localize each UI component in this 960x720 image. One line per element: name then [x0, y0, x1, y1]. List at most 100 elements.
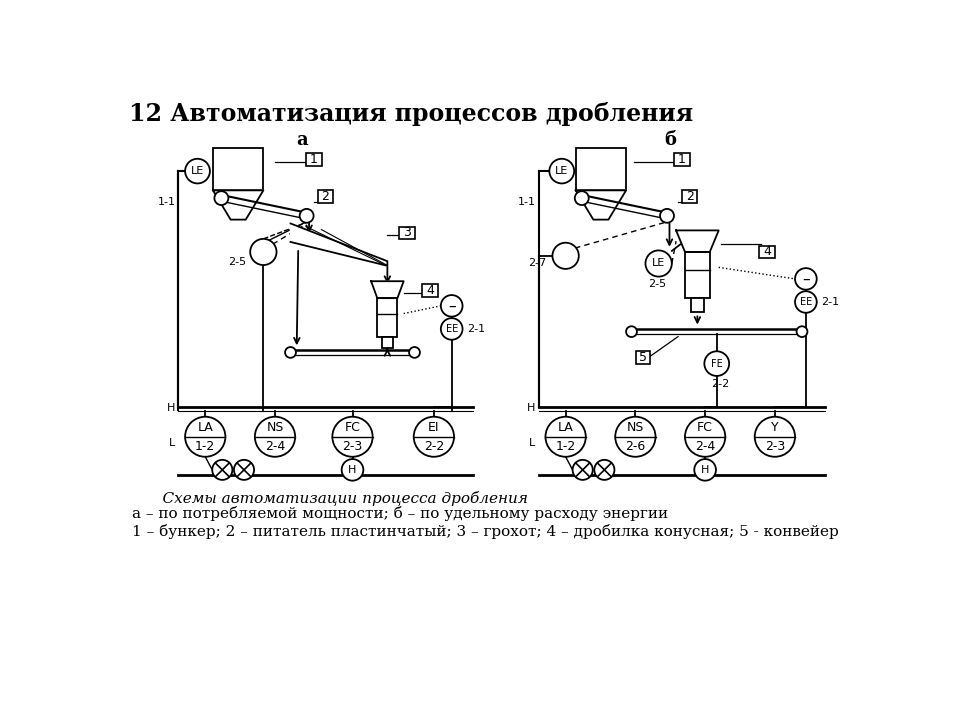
Text: 12 Автоматизация процессов дробления: 12 Автоматизация процессов дробления — [130, 102, 693, 126]
Circle shape — [545, 417, 586, 456]
Polygon shape — [676, 230, 719, 252]
Text: 1 – бункер; 2 – питатель пластинчатый; 3 – грохот; 4 – дробилка конусная; 5 - ко: 1 – бункер; 2 – питатель пластинчатый; 3… — [132, 523, 838, 539]
Text: L: L — [169, 438, 175, 448]
Text: б: б — [664, 131, 676, 149]
Bar — [691, 298, 704, 312]
Text: Н: Н — [348, 465, 357, 475]
Text: L: L — [529, 438, 536, 448]
Circle shape — [594, 460, 614, 480]
Text: EI: EI — [428, 420, 440, 433]
Text: 2-3: 2-3 — [765, 440, 785, 453]
Circle shape — [795, 291, 817, 312]
Text: 2-5: 2-5 — [648, 279, 666, 289]
Polygon shape — [213, 190, 263, 220]
Circle shape — [685, 417, 725, 456]
Polygon shape — [576, 190, 626, 220]
Bar — [422, 284, 438, 297]
Text: EE: EE — [445, 324, 458, 334]
Text: –: – — [448, 298, 455, 313]
Circle shape — [409, 347, 420, 358]
Circle shape — [212, 460, 232, 480]
Text: 2-5: 2-5 — [228, 257, 247, 267]
Text: LE: LE — [555, 166, 568, 176]
Text: 2-6: 2-6 — [625, 440, 645, 453]
Text: 1-1: 1-1 — [517, 197, 536, 207]
Bar — [674, 153, 689, 166]
Circle shape — [300, 209, 314, 222]
Text: 1: 1 — [678, 153, 685, 166]
Text: а: а — [297, 131, 308, 149]
Text: 3: 3 — [403, 226, 411, 239]
Bar — [399, 227, 415, 239]
Bar — [636, 351, 650, 364]
Circle shape — [660, 209, 674, 222]
Circle shape — [414, 417, 454, 456]
Bar — [682, 190, 697, 202]
Text: –: – — [802, 271, 809, 287]
Text: 2: 2 — [322, 190, 329, 203]
Circle shape — [285, 347, 296, 358]
Text: 1-1: 1-1 — [157, 197, 176, 207]
Text: 4: 4 — [426, 284, 434, 297]
Text: 2: 2 — [685, 190, 693, 203]
Text: 2-1: 2-1 — [822, 297, 839, 307]
Text: NS: NS — [627, 420, 644, 433]
Text: LA: LA — [558, 420, 573, 433]
Text: 2-4: 2-4 — [695, 440, 715, 453]
Text: FC: FC — [697, 420, 713, 433]
Circle shape — [755, 417, 795, 456]
Circle shape — [185, 159, 210, 184]
Text: Н: Н — [701, 465, 709, 475]
Text: 2-7: 2-7 — [528, 258, 546, 269]
Circle shape — [795, 268, 817, 289]
Circle shape — [332, 417, 372, 456]
Text: 4: 4 — [763, 246, 771, 258]
Text: FE: FE — [710, 359, 723, 369]
Bar — [685, 252, 709, 298]
Text: Н: Н — [167, 403, 175, 413]
Circle shape — [645, 251, 672, 276]
Circle shape — [342, 459, 363, 481]
Text: LE: LE — [652, 258, 665, 269]
Text: NS: NS — [266, 420, 284, 433]
Polygon shape — [291, 223, 388, 266]
Circle shape — [797, 326, 807, 337]
Polygon shape — [372, 282, 403, 298]
Text: 1-2: 1-2 — [556, 440, 576, 453]
Text: Н: Н — [527, 403, 536, 413]
Circle shape — [234, 460, 254, 480]
Text: 2-4: 2-4 — [265, 440, 285, 453]
Circle shape — [441, 295, 463, 317]
Bar — [576, 148, 626, 190]
Text: Y: Y — [771, 420, 779, 433]
Text: 2-3: 2-3 — [343, 440, 363, 453]
Text: 1: 1 — [310, 153, 318, 166]
Text: а – по потребляемой мощности; б – по удельному расходу энергии: а – по потребляемой мощности; б – по уде… — [132, 506, 668, 521]
Text: 2-2: 2-2 — [711, 379, 730, 389]
Bar — [213, 148, 263, 190]
Circle shape — [441, 318, 463, 340]
Circle shape — [575, 192, 588, 205]
Text: 2-2: 2-2 — [423, 440, 444, 453]
Circle shape — [626, 326, 636, 337]
Text: LA: LA — [198, 420, 213, 433]
Circle shape — [251, 239, 276, 265]
Bar — [306, 153, 322, 166]
Bar — [759, 246, 775, 258]
Bar — [377, 298, 397, 337]
Text: ○: ○ — [262, 248, 270, 256]
Text: Схемы автоматизации процесса дробления: Схемы автоматизации процесса дробления — [143, 490, 528, 505]
Text: 5: 5 — [639, 351, 647, 364]
Circle shape — [572, 460, 592, 480]
Circle shape — [549, 159, 574, 184]
Text: 1-2: 1-2 — [195, 440, 215, 453]
Bar — [318, 190, 333, 202]
Circle shape — [705, 351, 730, 376]
Circle shape — [214, 192, 228, 205]
Circle shape — [185, 417, 226, 456]
Circle shape — [254, 417, 295, 456]
Text: LE: LE — [191, 166, 204, 176]
Circle shape — [552, 243, 579, 269]
Circle shape — [615, 417, 656, 456]
Circle shape — [694, 459, 716, 481]
